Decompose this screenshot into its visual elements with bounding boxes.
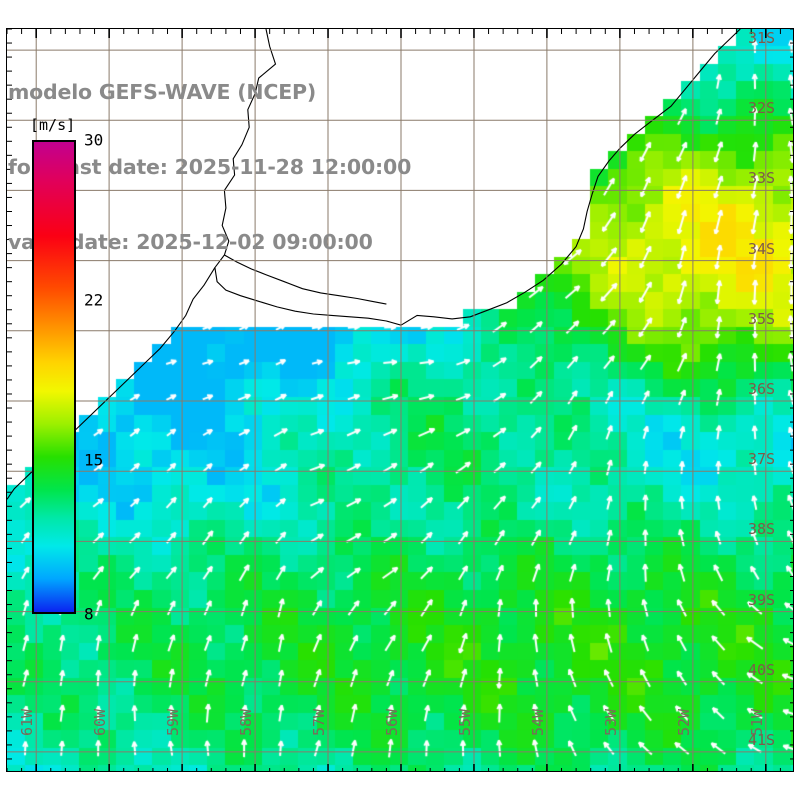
lon-label-52W: 52W xyxy=(674,708,693,736)
lat-label-37S: 37S xyxy=(748,450,776,469)
colorbar-tick-15: 15 xyxy=(84,450,104,470)
lat-label-38S: 38S xyxy=(748,520,776,539)
lon-label-54W: 54W xyxy=(528,708,547,736)
colorbar-tick-22: 22 xyxy=(84,290,104,310)
lat-label-32S: 32S xyxy=(748,99,776,118)
colorbar-tick-8: 8 xyxy=(84,604,94,624)
lon-label-51W: 51W xyxy=(747,708,766,736)
lon-label-59W: 59W xyxy=(164,708,183,736)
lon-label-61W: 61W xyxy=(18,708,37,736)
lat-label-39S: 39S xyxy=(748,590,776,609)
lon-label-56W: 56W xyxy=(383,708,401,736)
colorbar-units-label: [m/s] xyxy=(30,116,76,134)
lat-label-31S: 31S xyxy=(748,29,776,48)
lat-label-35S: 35S xyxy=(748,309,776,328)
lon-label-55W: 55W xyxy=(455,708,474,736)
model-title: modelo GEFS-WAVE (NCEP) xyxy=(8,80,316,104)
lon-label-60W: 60W xyxy=(91,708,110,736)
lon-label-58W: 58W xyxy=(237,708,256,736)
colorbar-gradient xyxy=(32,140,76,614)
lat-label-33S: 33S xyxy=(748,169,776,188)
lat-label-41S: 41S xyxy=(748,730,776,749)
lat-label-36S: 36S xyxy=(748,380,776,398)
lon-label-53W: 53W xyxy=(601,708,620,736)
lat-label-34S: 34S xyxy=(748,239,776,258)
lon-label-57W: 57W xyxy=(310,708,329,736)
lat-label-40S: 40S xyxy=(748,660,776,679)
colorbar-tick-30: 30 xyxy=(84,130,104,150)
